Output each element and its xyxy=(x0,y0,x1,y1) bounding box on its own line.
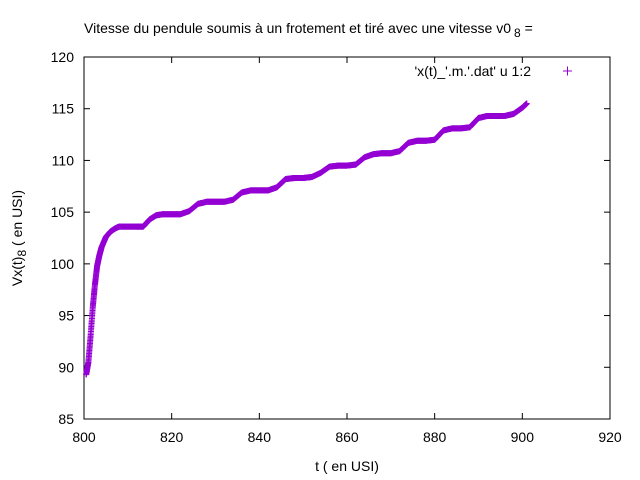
legend-marker-icon xyxy=(563,66,572,76)
legend: 'x(t)_'.m.'.dat' u 1:2 xyxy=(414,63,572,79)
y-tick-label: 85 xyxy=(58,411,74,427)
x-tick-label: 900 xyxy=(511,429,535,445)
series-points xyxy=(83,100,530,378)
chart-title: Vitesse du pendule soumis à un frotement… xyxy=(84,20,533,40)
x-tick-label: 820 xyxy=(160,429,184,445)
y-tick-label: 95 xyxy=(58,308,74,324)
y-tick-label: 105 xyxy=(51,204,75,220)
y-tick-label: 110 xyxy=(52,152,75,168)
chart-title-suffix: = xyxy=(521,20,533,36)
chart-title-text: Vitesse du pendule soumis à un frotement… xyxy=(84,20,511,36)
y-axis-label: Vx(t)8 ( en USI) xyxy=(9,190,29,286)
plot-frame xyxy=(83,56,611,420)
x-tick-label: 880 xyxy=(423,429,447,445)
legend-label: 'x(t)_'.m.'.dat' u 1:2 xyxy=(414,63,531,79)
x-axis: 800 820 840 860 880 900 920 xyxy=(72,57,622,445)
y-tick-label: 100 xyxy=(51,256,75,272)
x-tick-label: 840 xyxy=(248,429,272,445)
y-axis-label-main: Vx(t) xyxy=(9,257,25,287)
legend-plus-marker xyxy=(563,66,572,76)
y-axis-label-sub: 8 xyxy=(15,250,29,257)
chart-title-sub: 8 xyxy=(514,26,521,40)
x-tick-label: 800 xyxy=(72,429,96,445)
x-tick-label: 860 xyxy=(335,429,359,445)
x-axis-label: t ( en USI) xyxy=(315,458,379,474)
y-axis-label-suffix: ( en USI) xyxy=(9,190,25,250)
y-tick-label: 90 xyxy=(58,359,74,375)
y-tick-label: 120 xyxy=(51,49,75,65)
x-tick-label: 920 xyxy=(598,429,622,445)
y-tick-label: 115 xyxy=(52,101,75,117)
y-axis: 85 90 95 100 105 110 115 120 xyxy=(51,49,610,427)
data-point xyxy=(523,100,530,107)
